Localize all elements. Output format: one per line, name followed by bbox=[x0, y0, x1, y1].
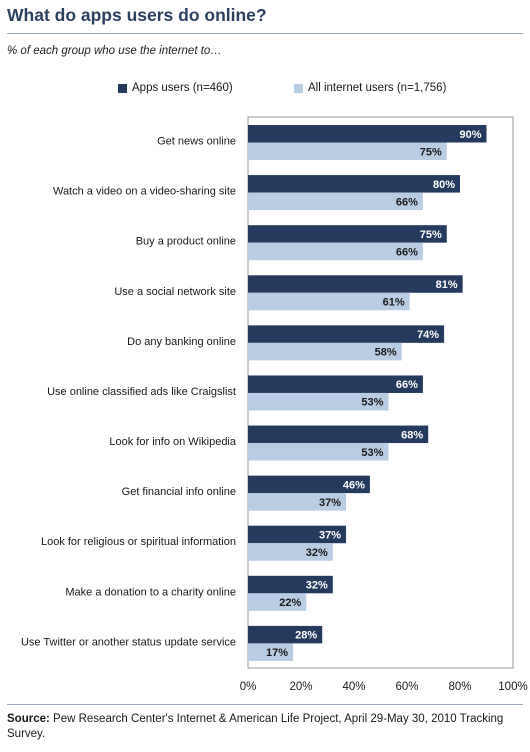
bar-apps-users bbox=[248, 275, 463, 293]
bar-all-internet-users bbox=[248, 543, 333, 561]
category-label: Get news online bbox=[157, 136, 236, 148]
bar-apps-users bbox=[248, 325, 445, 343]
source-divider bbox=[7, 704, 523, 705]
legend-item-apps-users: Apps users (n=460) bbox=[118, 82, 233, 94]
source-label: Source: bbox=[7, 713, 50, 725]
x-tick-label: 20% bbox=[289, 681, 312, 693]
chart-title: What do apps users do online? bbox=[7, 5, 267, 25]
bar-apps-users bbox=[248, 425, 429, 444]
data-label-apps-users: 28% bbox=[295, 630, 317, 642]
bar-apps-users bbox=[248, 625, 323, 644]
bar-chart: Get news online 90% 75% Watch a video on a … bbox=[21, 116, 528, 693]
chart-subtitle: % of each group who use the internet to… bbox=[7, 45, 222, 57]
category-label: Look for info on Wikipedia bbox=[109, 436, 236, 448]
x-tick-label: 100% bbox=[498, 681, 527, 693]
bar-apps-users bbox=[248, 125, 487, 143]
data-label-all-internet-users: 66% bbox=[396, 246, 418, 258]
bar-all-internet-users bbox=[248, 493, 347, 511]
x-tick-label: 60% bbox=[395, 681, 418, 693]
x-tick-label: 0% bbox=[240, 681, 257, 693]
data-label-apps-users: 75% bbox=[420, 229, 442, 241]
category-label: Do any banking online bbox=[127, 336, 236, 348]
data-label-all-internet-users: 53% bbox=[361, 447, 383, 459]
bar-all-internet-users bbox=[248, 593, 307, 611]
category-label: Make a donation to a charity online bbox=[65, 586, 236, 598]
bar-apps-users bbox=[248, 575, 333, 594]
data-label-all-internet-users: 53% bbox=[361, 397, 383, 409]
category-label: Get financial info online bbox=[122, 486, 236, 498]
data-label-apps-users: 32% bbox=[306, 580, 328, 592]
x-tick-label: 40% bbox=[342, 681, 365, 693]
title-divider bbox=[7, 33, 523, 34]
data-label-all-internet-users: 32% bbox=[306, 547, 328, 559]
source-text: Pew Research Center's Internet & America… bbox=[7, 713, 504, 740]
legend-label-apps-users: Apps users (n=460) bbox=[132, 82, 233, 94]
data-label-apps-users: 37% bbox=[319, 529, 341, 541]
category-label: Use online classified ads like Craigslis… bbox=[47, 386, 236, 398]
data-label-apps-users: 66% bbox=[396, 379, 418, 391]
bar-all-internet-users bbox=[248, 142, 447, 160]
data-label-all-internet-users: 37% bbox=[319, 497, 341, 509]
legend-swatch-all-internet-users bbox=[294, 83, 303, 93]
bar-all-internet-users bbox=[248, 242, 423, 261]
x-tick-label: 80% bbox=[448, 681, 471, 693]
data-label-all-internet-users: 61% bbox=[383, 297, 405, 309]
legend-item-all-internet-users: All internet users (n=1,756) bbox=[294, 82, 446, 94]
bar-apps-users bbox=[248, 175, 460, 193]
data-label-apps-users: 46% bbox=[343, 479, 365, 491]
data-label-apps-users: 68% bbox=[401, 429, 423, 441]
legend-swatch-apps-users bbox=[118, 83, 127, 93]
bar-all-internet-users bbox=[248, 392, 389, 411]
bar-all-internet-users bbox=[248, 342, 402, 361]
category-label: Look for religious or spiritual informat… bbox=[41, 536, 236, 548]
bar-apps-users bbox=[248, 225, 447, 243]
data-label-apps-users: 90% bbox=[459, 129, 481, 141]
source-note: Source: Pew Research Center's Internet &… bbox=[7, 712, 517, 742]
data-label-all-internet-users: 17% bbox=[266, 647, 288, 659]
data-label-all-internet-users: 66% bbox=[396, 196, 418, 208]
bar-all-internet-users bbox=[248, 192, 423, 211]
bar-apps-users bbox=[248, 375, 423, 393]
data-label-apps-users: 81% bbox=[436, 279, 458, 291]
bar-apps-users bbox=[248, 525, 347, 544]
category-label: Buy a product online bbox=[136, 236, 236, 248]
legend-label-all-internet-users: All internet users (n=1,756) bbox=[308, 82, 447, 94]
bar-all-internet-users bbox=[248, 292, 410, 311]
data-label-all-internet-users: 75% bbox=[420, 146, 442, 158]
data-label-all-internet-users: 58% bbox=[375, 347, 397, 359]
category-label: Use Twitter or another status update ser… bbox=[21, 636, 236, 648]
bar-all-internet-users bbox=[248, 443, 389, 461]
category-label: Use a social network site bbox=[114, 286, 236, 298]
bar-all-internet-users bbox=[248, 643, 294, 661]
category-label: Watch a video on a video-sharing site bbox=[53, 186, 236, 198]
data-label-apps-users: 80% bbox=[433, 179, 455, 191]
bar-apps-users bbox=[248, 475, 370, 494]
data-label-all-internet-users: 22% bbox=[279, 597, 301, 609]
data-label-apps-users: 74% bbox=[417, 329, 439, 341]
